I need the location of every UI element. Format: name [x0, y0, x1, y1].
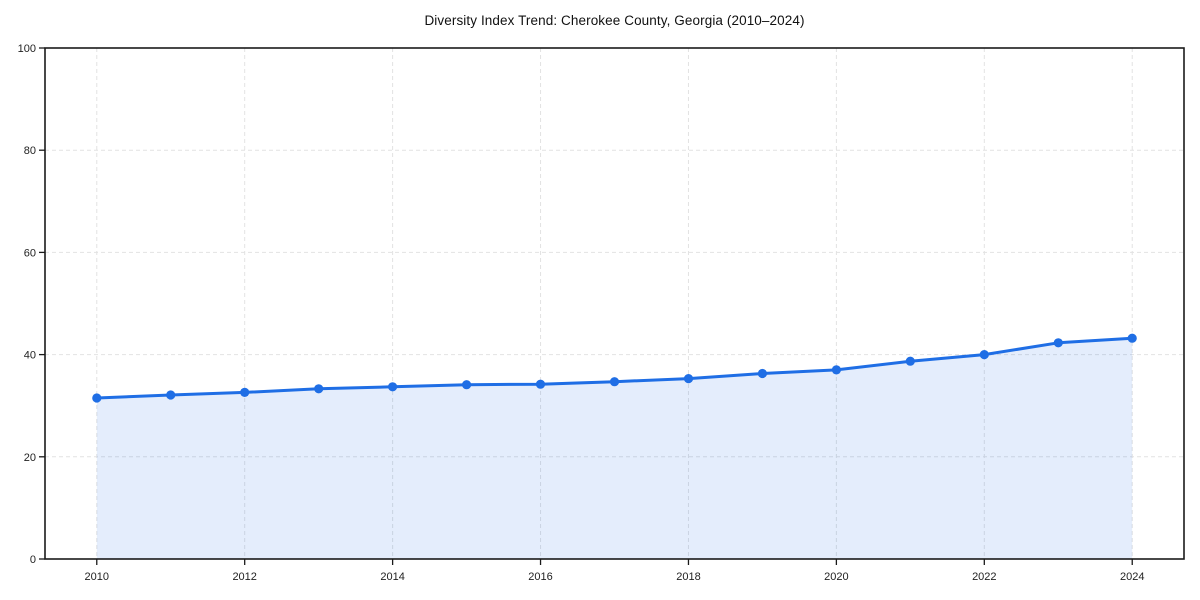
data-point-2024 — [1127, 333, 1137, 343]
data-point-2010 — [92, 393, 102, 403]
data-point-2022 — [979, 350, 989, 360]
data-point-2013 — [314, 384, 324, 394]
data-point-2015 — [462, 380, 472, 390]
x-tick-label: 2018 — [676, 571, 700, 583]
data-point-2017 — [609, 377, 620, 387]
data-point-2011 — [166, 390, 176, 400]
data-point-2018 — [683, 374, 694, 384]
y-tick-label: 80 — [24, 145, 36, 157]
x-tick-label: 2016 — [528, 571, 552, 583]
x-tick-label: 2014 — [380, 571, 404, 583]
x-tick-label: 2022 — [972, 571, 996, 583]
x-tick-label: 2024 — [1120, 571, 1144, 583]
y-tick-label: 40 — [24, 350, 36, 362]
y-tick-label: 60 — [24, 247, 36, 259]
y-tick-label: 20 — [24, 452, 36, 464]
data-point-2012 — [240, 387, 250, 397]
data-point-2019 — [757, 368, 768, 379]
chart-title: Diversity Index Trend: Cherokee County, … — [424, 13, 805, 28]
y-tick-label: 100 — [18, 43, 36, 55]
x-tick-label: 2020 — [824, 571, 848, 583]
data-point-2023 — [1053, 338, 1063, 348]
data-point-2020 — [831, 365, 842, 375]
data-point-2014 — [388, 382, 398, 392]
area-fill — [96, 338, 1133, 559]
data-point-2016 — [535, 379, 546, 389]
x-tick-label: 2012 — [232, 571, 256, 583]
y-tick-label: 0 — [30, 554, 36, 566]
x-tick-label: 2010 — [85, 571, 109, 583]
plot-border — [44, 47, 1185, 560]
data-point-2021 — [905, 356, 915, 366]
